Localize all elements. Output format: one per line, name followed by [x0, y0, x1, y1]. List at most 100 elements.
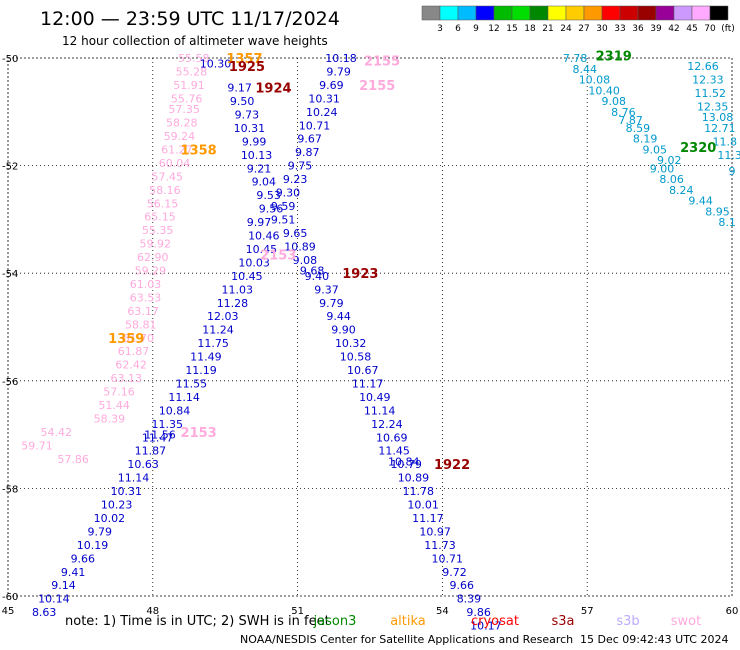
wave-height-value: 61.27	[161, 143, 193, 156]
wave-height-value: 9.79	[87, 525, 112, 538]
wave-height-value: 9.68	[300, 265, 325, 278]
wave-height-value: 55.58	[178, 52, 210, 65]
map-grid: 45 48 51 54 57 60 -50 -52 -54 -56 -58 -60	[2, 54, 739, 617]
wave-height-value: 10.30	[200, 57, 232, 70]
wave-height-value: 10.45	[246, 243, 278, 256]
satellite-legend: jason3 altika cryosat s3a s3b swot	[313, 614, 702, 629]
wave-height-value: 11.17	[352, 377, 384, 390]
color-scale-swatch	[691, 5, 711, 21]
x-tick-label: 57	[581, 606, 594, 617]
wave-height-value: 61.70	[123, 332, 155, 345]
chart-subtitle: 12 hour collection of altimeter wave hei…	[62, 34, 328, 48]
wave-height-value: 58.16	[149, 184, 181, 197]
x-tick-label: 60	[726, 606, 739, 617]
satellite-legend-item: altika	[390, 614, 426, 629]
wave-height-value: 9.87	[295, 146, 320, 159]
wave-height-value: 10.23	[101, 499, 133, 512]
color-scale-label: 30	[596, 24, 608, 34]
color-scale-label: 21	[542, 24, 553, 34]
color-scale-swatch	[511, 5, 531, 21]
wave-height-value: 61.87	[118, 345, 150, 358]
wave-height-value: 9.41	[61, 566, 86, 579]
wave-height-value: 9.21	[247, 162, 272, 175]
wave-height-value: 10.31	[308, 92, 340, 105]
color-scale-swatch	[601, 5, 621, 21]
wave-height-value: 57.16	[103, 386, 135, 399]
wave-height-value: 12.71	[704, 122, 736, 135]
wave-height-value: 10.84	[159, 404, 191, 417]
wave-height-value: 11.8	[713, 135, 738, 148]
wave-height-value: 9.97	[247, 216, 272, 229]
wave-height-value: 10.14	[38, 593, 70, 606]
track-number-label: 1359	[108, 332, 144, 347]
color-scale-label: 39	[650, 24, 662, 34]
wave-height-value: 11.28	[217, 297, 249, 310]
wave-height-value: 9.79	[319, 297, 344, 310]
wave-height-value: 10.32	[335, 337, 367, 350]
wave-height-value: 9.02	[657, 154, 682, 167]
wave-height-value: 55.76	[171, 92, 203, 105]
wave-height-value: 9.69	[319, 79, 344, 92]
wave-height-value: 9	[729, 165, 736, 178]
wave-height-value: 11.45	[378, 445, 410, 458]
y-tick-label: -58	[2, 484, 18, 495]
wave-height-value: 9.75	[288, 160, 313, 173]
wave-height-value: 10.18	[325, 52, 357, 65]
color-scale-label: 42	[668, 24, 679, 34]
wave-height-points: 55.5855.2851.9155.7657.3558.2859.2461.27…	[21, 52, 740, 633]
color-scale-swatch	[709, 5, 729, 21]
track-number-label: 1923	[342, 267, 378, 282]
color-scale-label: 6	[455, 24, 461, 34]
wave-height-value: 10.03	[238, 256, 270, 269]
wave-height-value: 58.39	[94, 412, 126, 425]
wave-height-value: 54.42	[41, 426, 73, 439]
wave-height-value: 11.56	[144, 429, 176, 442]
wave-height-value: 11.75	[197, 337, 229, 350]
wave-height-value: 65.15	[144, 211, 176, 224]
wave-height-value: 9.79	[326, 65, 351, 78]
wave-height-value: 11.87	[135, 445, 167, 458]
y-tick-label: -50	[2, 54, 18, 65]
wave-height-value: 8.44	[573, 63, 598, 76]
wave-height-value: 11.52	[695, 87, 727, 100]
wave-height-value: 63.13	[111, 372, 143, 385]
wave-height-value: 8.39	[457, 593, 482, 606]
wave-height-value: 8.06	[659, 173, 684, 186]
wave-height-value: 59.29	[135, 265, 167, 278]
wave-height-value: 10.45	[231, 270, 263, 283]
wave-height-value: 9.04	[252, 176, 277, 189]
wave-height-value: 10.46	[248, 230, 280, 243]
wave-height-value: 10.69	[376, 431, 408, 444]
wave-height-value: 63.53	[130, 291, 162, 304]
color-scale-swatch	[493, 5, 513, 21]
wave-height-value: 8.59	[626, 122, 651, 135]
wave-height-value: 12.24	[371, 418, 403, 431]
color-scale-swatch	[583, 5, 603, 21]
wave-height-value: 58.81	[125, 318, 157, 331]
wave-height-value: 13.08	[702, 111, 734, 124]
wave-height-value: 9.14	[51, 579, 76, 592]
color-scale-swatch	[421, 5, 441, 21]
wave-height-value: 10.24	[306, 106, 338, 119]
wave-height-value: 10.89	[398, 472, 430, 485]
wave-height-value: 10.02	[94, 512, 126, 525]
wave-height-value: 9.66	[71, 552, 96, 565]
color-scale-swatch	[565, 5, 585, 21]
wave-height-value: 11.19	[185, 364, 217, 377]
wave-height-value: 57.45	[152, 170, 184, 183]
wave-height-value: 62.42	[115, 359, 147, 372]
wave-height-value: 9.17	[227, 82, 252, 95]
wave-height-value: 61.03	[130, 278, 162, 291]
wave-height-value: 10.71	[431, 552, 463, 565]
wave-height-value: 9.40	[305, 270, 330, 283]
wave-height-value: 62.90	[137, 251, 169, 264]
wave-height-value: 7.78	[563, 52, 588, 65]
wave-height-value: 10.13	[241, 149, 273, 162]
wave-height-value: 60.04	[159, 157, 191, 170]
wave-height-value: 11.03	[222, 283, 254, 296]
wave-height-value: 10.01	[407, 499, 439, 512]
wave-height-value: 59.71	[21, 439, 53, 452]
wave-height-value: 12.03	[207, 310, 239, 323]
wave-height-value: 10.67	[347, 364, 379, 377]
wave-height-value: 12.33	[692, 74, 724, 87]
